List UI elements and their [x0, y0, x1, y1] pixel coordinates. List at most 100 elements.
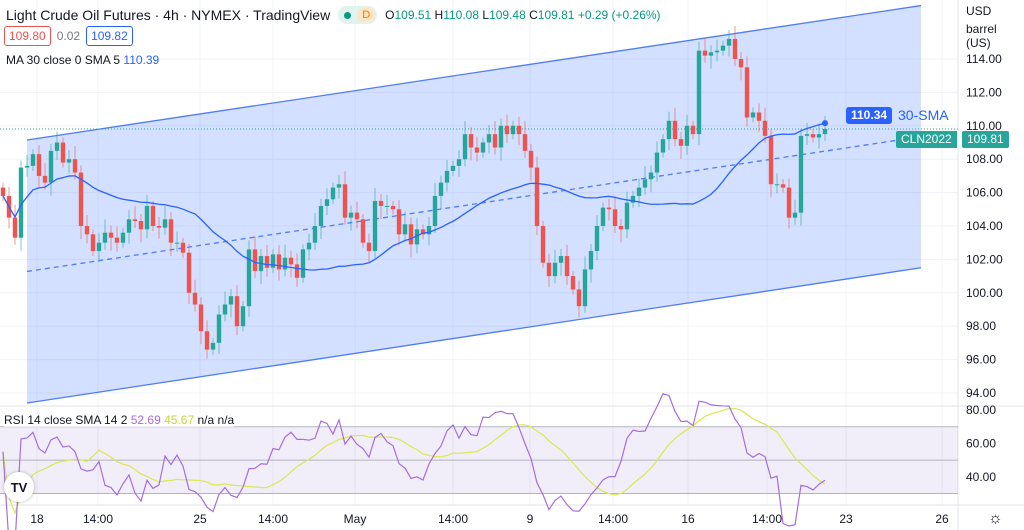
candle-body — [546, 262, 552, 277]
candle-body — [726, 38, 732, 46]
delayed-badge: D — [357, 8, 376, 22]
candle-body — [462, 134, 468, 160]
candle-body — [480, 142, 486, 153]
candle-body — [792, 212, 798, 218]
settings-gear-icon[interactable]: ☼ — [988, 510, 1003, 527]
candle-body — [42, 175, 48, 183]
sell-price-button[interactable]: 109.80 — [4, 26, 51, 46]
candle-body — [378, 200, 384, 206]
candle-body — [426, 226, 432, 235]
candle-body — [528, 150, 534, 168]
candle-body — [780, 184, 786, 188]
candle-body — [438, 182, 444, 196]
candle-body — [498, 125, 504, 148]
candle-body — [744, 67, 750, 118]
candle-body — [558, 256, 564, 263]
tradingview-logo-icon[interactable]: TV — [4, 472, 34, 502]
spread: 0.02 — [56, 29, 81, 43]
candle-body — [0, 187, 6, 196]
candle-body — [168, 219, 174, 243]
price-tick-label: 108.00 — [966, 152, 1003, 166]
candle-body — [600, 207, 606, 226]
candle-body — [432, 195, 438, 226]
time-tick-label: 14:00 — [83, 512, 113, 526]
sma-last-dot — [822, 120, 828, 127]
candle-body — [192, 292, 198, 305]
rsi-sma-line — [2, 407, 826, 515]
candle-body — [312, 226, 318, 243]
candle-body — [798, 135, 804, 213]
candle-body — [720, 45, 726, 51]
candle-body — [366, 242, 372, 252]
candle-body — [222, 304, 228, 315]
candle-body — [618, 226, 624, 230]
unit-selector[interactable]: barrel (US) — [966, 22, 997, 50]
candle-body — [138, 220, 144, 230]
time-tick-label: May — [344, 512, 367, 526]
candle-body — [276, 254, 282, 270]
candle-body — [714, 50, 720, 53]
candle-body — [372, 200, 378, 252]
candle-body — [198, 304, 204, 332]
buy-price-button[interactable]: 109.82 — [86, 26, 133, 46]
candle-body — [654, 152, 660, 173]
candle-body — [408, 224, 414, 245]
candle-body — [402, 224, 408, 235]
candle-body — [354, 212, 360, 220]
rsi-tick-label: 80.00 — [966, 403, 996, 417]
candle-body — [450, 165, 456, 171]
candle-body — [552, 262, 558, 277]
candle-body — [102, 232, 108, 243]
candle-body — [738, 59, 744, 68]
candle-body — [774, 184, 780, 186]
candle-body — [318, 205, 324, 226]
ohlc-values: O109.51 H110.08 L109.48 C109.81 +0.29 (+… — [385, 8, 661, 22]
candle-body — [672, 120, 678, 140]
candle-body — [588, 251, 594, 270]
candle-body — [678, 139, 684, 146]
candle-body — [180, 242, 186, 253]
time-tick-label: 18 — [30, 512, 44, 526]
candle-body — [690, 125, 696, 135]
channel-lower-line — [26, 267, 922, 404]
price-tick-label: 104.00 — [966, 219, 1003, 233]
time-tick-label: 14:00 — [598, 512, 628, 526]
candle-body — [216, 314, 222, 343]
candle-body — [624, 202, 630, 230]
candle-body — [570, 276, 576, 290]
rsi-legend[interactable]: RSI 14 close SMA 14 2 52.69 45.67 n/a n/… — [4, 413, 235, 427]
time-tick-label: 14:00 — [438, 512, 468, 526]
currency-selector[interactable]: USD — [966, 4, 992, 18]
candle-body — [150, 205, 156, 226]
candle-body — [702, 50, 708, 56]
symbol-title[interactable]: Light Crude Oil Futures · 4h · NYMEX · T… — [6, 7, 331, 23]
candle-body — [486, 134, 492, 143]
market-status-pill[interactable]: D — [338, 6, 378, 24]
candle-body — [810, 134, 816, 138]
candle-body — [822, 128, 828, 135]
candle-body — [114, 237, 120, 243]
candle-body — [72, 159, 78, 173]
candle-body — [762, 120, 768, 136]
candle-body — [300, 249, 306, 278]
price-tick-label: 102.00 — [966, 252, 1003, 266]
candle-body — [342, 184, 348, 218]
candle-body — [696, 50, 702, 135]
candle-body — [96, 242, 102, 252]
candle-body — [90, 234, 96, 252]
sma-label: 30-SMA — [898, 107, 949, 123]
candle-body — [18, 167, 24, 238]
candle-body — [540, 226, 546, 263]
price-tick-label: 98.00 — [966, 319, 996, 333]
time-tick-label: 14:00 — [258, 512, 288, 526]
candle-body — [504, 125, 510, 135]
sma-value-tag: 110.34 — [846, 107, 893, 124]
candle-body — [420, 229, 426, 235]
candle-body — [606, 207, 612, 210]
candle-body — [78, 172, 84, 226]
candle-body — [390, 205, 396, 210]
candle-body — [54, 142, 60, 151]
ma-legend[interactable]: MA 30 close 0 SMA 5 110.39 — [6, 53, 160, 67]
chart-legend: Light Crude Oil Futures · 4h · NYMEX · T… — [6, 6, 661, 24]
